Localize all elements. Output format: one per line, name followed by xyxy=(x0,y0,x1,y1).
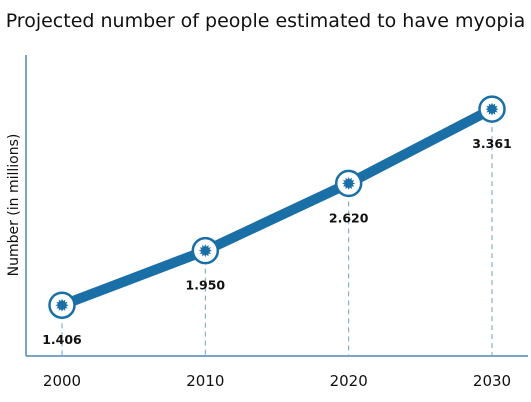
x-tick-label: 2010 xyxy=(186,372,224,390)
data-label: 2.620 xyxy=(329,210,369,225)
data-label: 3.361 xyxy=(472,136,512,151)
data-label: 1.406 xyxy=(42,332,82,347)
x-tick-label: 2000 xyxy=(43,372,81,390)
data-point xyxy=(191,236,220,265)
data-point xyxy=(478,95,506,123)
data-label: 1.950 xyxy=(186,278,226,293)
data-point xyxy=(48,291,76,319)
x-tick-label: 2030 xyxy=(473,372,511,390)
series-line xyxy=(57,104,497,311)
x-tick-label: 2020 xyxy=(330,372,368,390)
data-point xyxy=(334,169,363,198)
chart-title: Projected number of people estimated to … xyxy=(5,10,526,32)
